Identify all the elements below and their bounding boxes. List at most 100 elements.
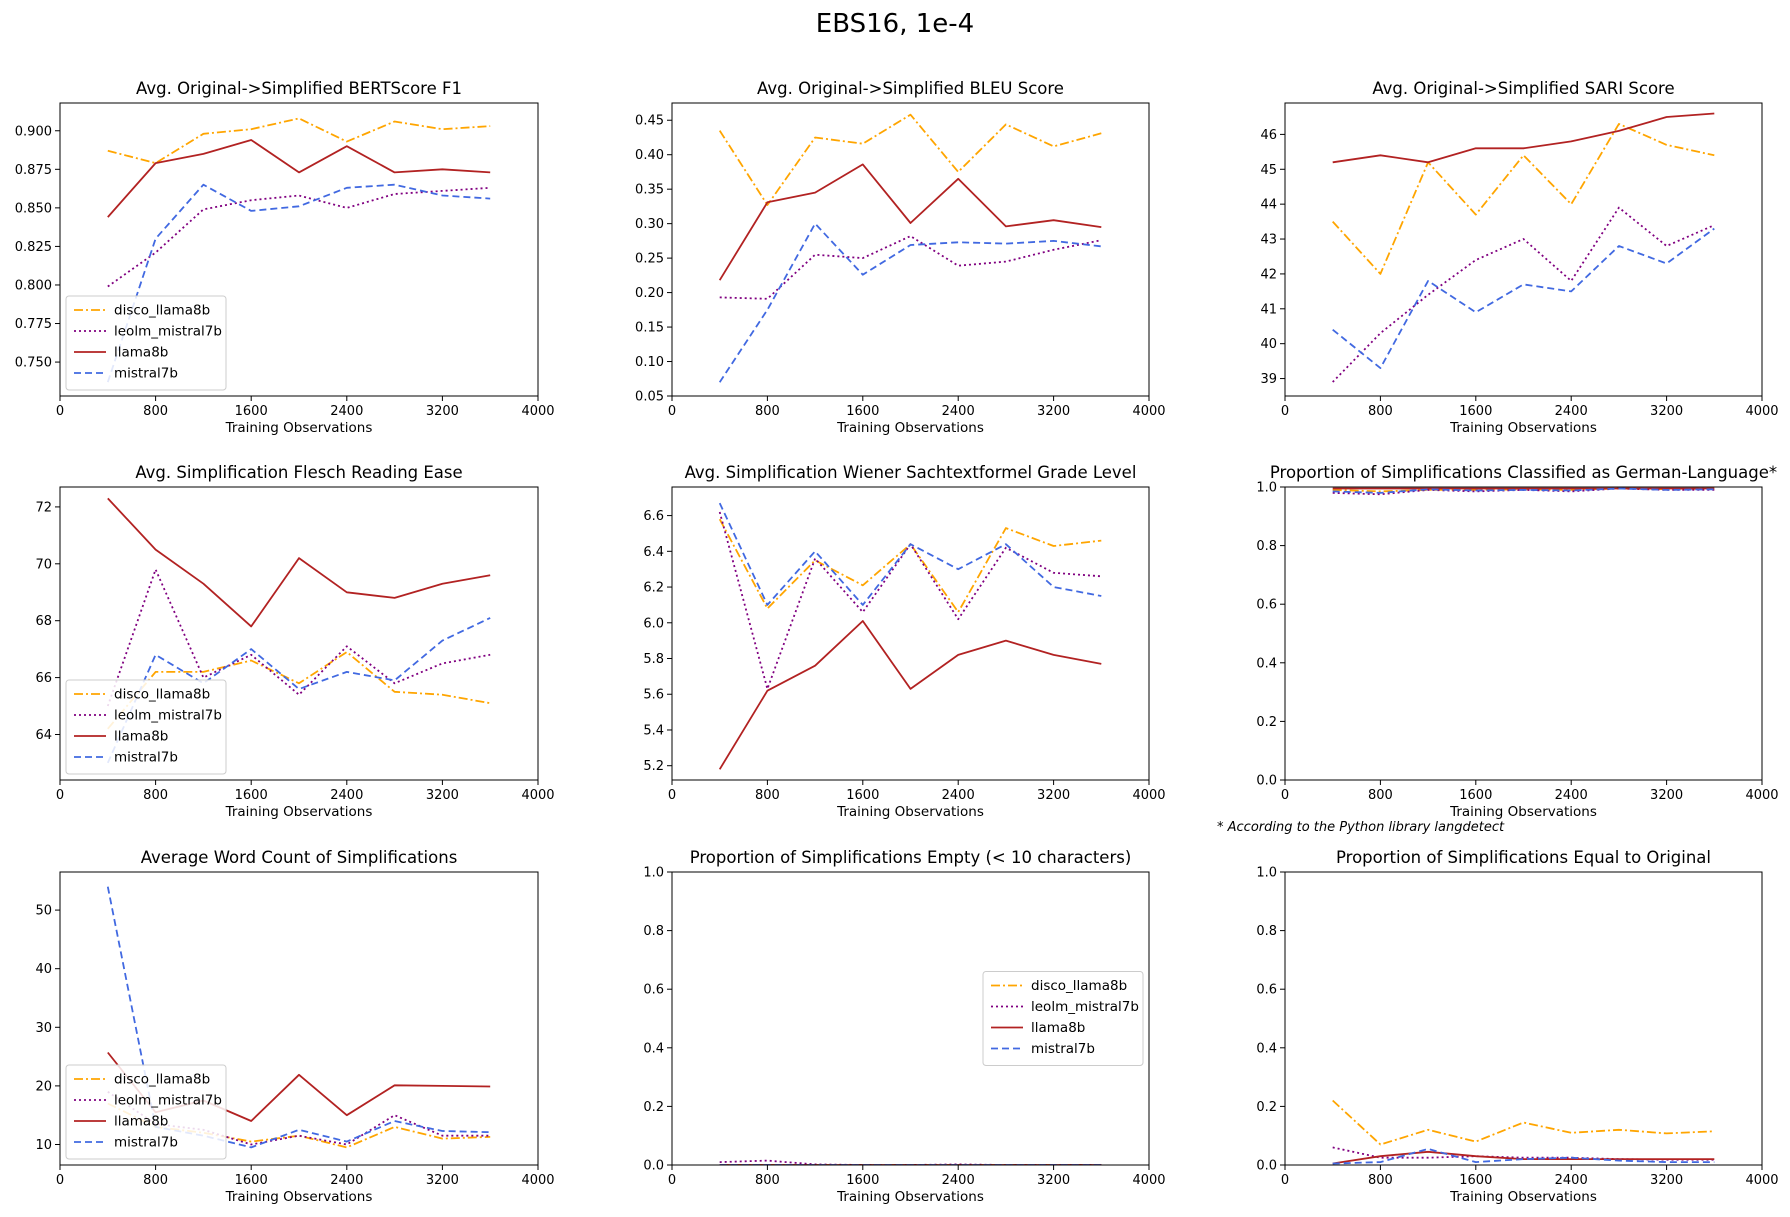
y-tick-label: 0.750 [15, 356, 52, 371]
chart-title: Avg. Original->Simplified BERTScore F1 [136, 79, 462, 98]
legend-box [65, 1064, 227, 1160]
x-tick-label: 3200 [426, 1173, 459, 1188]
legend-label: llama8b [114, 1114, 168, 1130]
x-tick-label: 3200 [426, 404, 459, 419]
x-tick-label: 4000 [1132, 1173, 1165, 1188]
chart-panel-1: Avg. Original->Simplified BERTScore F1 0 8… [15, 79, 555, 436]
y-tick-label: 50 [35, 904, 52, 919]
series-line-disco_llama8b [718, 113, 1102, 206]
y-tick-label: 46 [1260, 128, 1277, 143]
x-tick-label: 4000 [521, 1173, 554, 1188]
x-tick-label: 3200 [1037, 788, 1070, 803]
legend-label: llama8b [1031, 1020, 1085, 1036]
y-tick-label: 0.875 [15, 163, 52, 178]
x-tick-label: 1600 [1459, 1173, 1492, 1188]
x-tick-label: 0 [1281, 404, 1289, 419]
x-tick-label: 0 [56, 404, 64, 419]
y-tick-label: 30 [35, 1021, 52, 1036]
x-tick-label: 3200 [426, 788, 459, 803]
chart-title: Proportion of Simplifications Classified… [1270, 463, 1777, 482]
y-tick-label: 0.8 [1256, 539, 1277, 554]
y-tick-label: 0.35 [635, 183, 664, 198]
x-tick-label: 4000 [521, 404, 554, 419]
x-tick-label: 3200 [1650, 788, 1683, 803]
chart-title: Avg. Simplification Wiener Sachtextforme… [685, 463, 1137, 482]
x-tick-label: 0 [1281, 788, 1289, 803]
x-axis-label: Training Observations [225, 804, 373, 820]
chart-title: Avg. Original->Simplified SARI Score [1372, 79, 1674, 98]
series-line-leolm_mistral7b [1332, 1146, 1715, 1161]
y-tick-label: 0.4 [1256, 1041, 1277, 1056]
x-tick-label: 0 [668, 1173, 676, 1188]
x-tick-label: 2400 [942, 788, 975, 803]
x-tick-label: 2400 [330, 788, 363, 803]
legend-box [982, 971, 1144, 1066]
x-tick-label: 3200 [1650, 404, 1683, 419]
series-line-llama8b [718, 620, 1102, 770]
chart-title: Avg. Simplification Flesch Reading Ease [135, 463, 462, 482]
x-tick-label: 0 [1281, 1173, 1289, 1188]
chart-title: Proportion of Simplifications Equal to O… [1336, 848, 1711, 867]
x-tick-label: 0 [56, 1173, 64, 1188]
chart-panel-9: Proportion of Simplifications Equal to O… [1256, 848, 1778, 1205]
series-line-disco_llama8b [107, 651, 491, 730]
chart-panel-2: Avg. Original->Simplified BLEU Score 0 800… [635, 79, 1166, 436]
series-line-llama8b [1332, 1150, 1715, 1165]
x-tick-label: 1600 [235, 404, 268, 419]
y-tick-label: 45 [1260, 163, 1277, 178]
x-tick-label: 2400 [1555, 788, 1588, 803]
y-tick-label: 0.2 [1256, 1100, 1277, 1115]
x-tick-label: 800 [1368, 1173, 1393, 1188]
x-axis-label: Training Observations [836, 420, 984, 436]
series-line-disco_llama8b [1332, 1099, 1715, 1146]
y-tick-label: 0.6 [1256, 983, 1277, 998]
legend: disco_llama8b leolm_mistral7b llama8b mistr… [65, 679, 227, 775]
x-tick-label: 2400 [330, 1173, 363, 1188]
y-tick-label: 0.2 [1256, 715, 1277, 730]
x-tick-label: 1600 [846, 1173, 879, 1188]
series-line-mistral7b [718, 222, 1102, 383]
y-tick-label: 0.4 [643, 1041, 664, 1056]
y-tick-label: 0.20 [635, 286, 664, 301]
series-line-mistral7b [1332, 1148, 1715, 1165]
legend-label: disco_llama8b [114, 303, 210, 319]
series-line-disco_llama8b [718, 518, 1102, 613]
y-tick-label: 1.0 [1256, 866, 1277, 881]
plot-frame [59, 102, 539, 397]
legend: disco_llama8b leolm_mistral7b llama8b mistr… [65, 1064, 227, 1160]
y-tick-label: 0.30 [635, 217, 664, 232]
legend-label: disco_llama8b [114, 1072, 210, 1088]
x-tick-label: 800 [1368, 404, 1393, 419]
y-tick-label: 0.0 [1256, 774, 1277, 789]
plot-frame [671, 486, 1150, 781]
series-line-mistral7b [106, 183, 491, 383]
legend-label: mistral7b [114, 366, 178, 382]
x-tick-label: 1600 [235, 1173, 268, 1188]
y-tick-label: 5.6 [643, 688, 664, 703]
legend-label: leolm_mistral7b [1031, 999, 1139, 1015]
x-tick-label: 2400 [942, 1173, 975, 1188]
footnote: * According to the Python library langde… [1217, 820, 1505, 835]
series-line-mistral7b [1332, 487, 1715, 494]
y-tick-label: 64 [35, 728, 52, 743]
y-tick-label: 0.800 [15, 278, 52, 293]
legend: disco_llama8b leolm_mistral7b llama8b mistr… [982, 971, 1144, 1066]
x-tick-label: 0 [668, 404, 676, 419]
y-tick-label: 10 [35, 1138, 52, 1153]
chart-title: Proportion of Simplifications Empty (< 1… [690, 848, 1132, 867]
x-tick-label: 4000 [1132, 404, 1165, 419]
y-tick-label: 0.6 [643, 983, 664, 998]
x-tick-label: 4000 [1745, 1173, 1778, 1188]
y-tick-label: 0.850 [15, 201, 52, 216]
x-tick-label: 3200 [1037, 404, 1070, 419]
y-tick-label: 68 [35, 614, 52, 629]
x-tick-label: 4000 [1132, 788, 1165, 803]
plot-frame [1284, 486, 1763, 781]
y-tick-label: 0.775 [15, 317, 52, 332]
x-tick-label: 1600 [1459, 404, 1492, 419]
series-line-llama8b [107, 139, 491, 218]
series-line-mistral7b [718, 502, 1102, 606]
x-tick-label: 800 [755, 1173, 780, 1188]
x-tick-label: 3200 [1037, 1173, 1070, 1188]
legend-label: leolm_mistral7b [114, 708, 222, 724]
